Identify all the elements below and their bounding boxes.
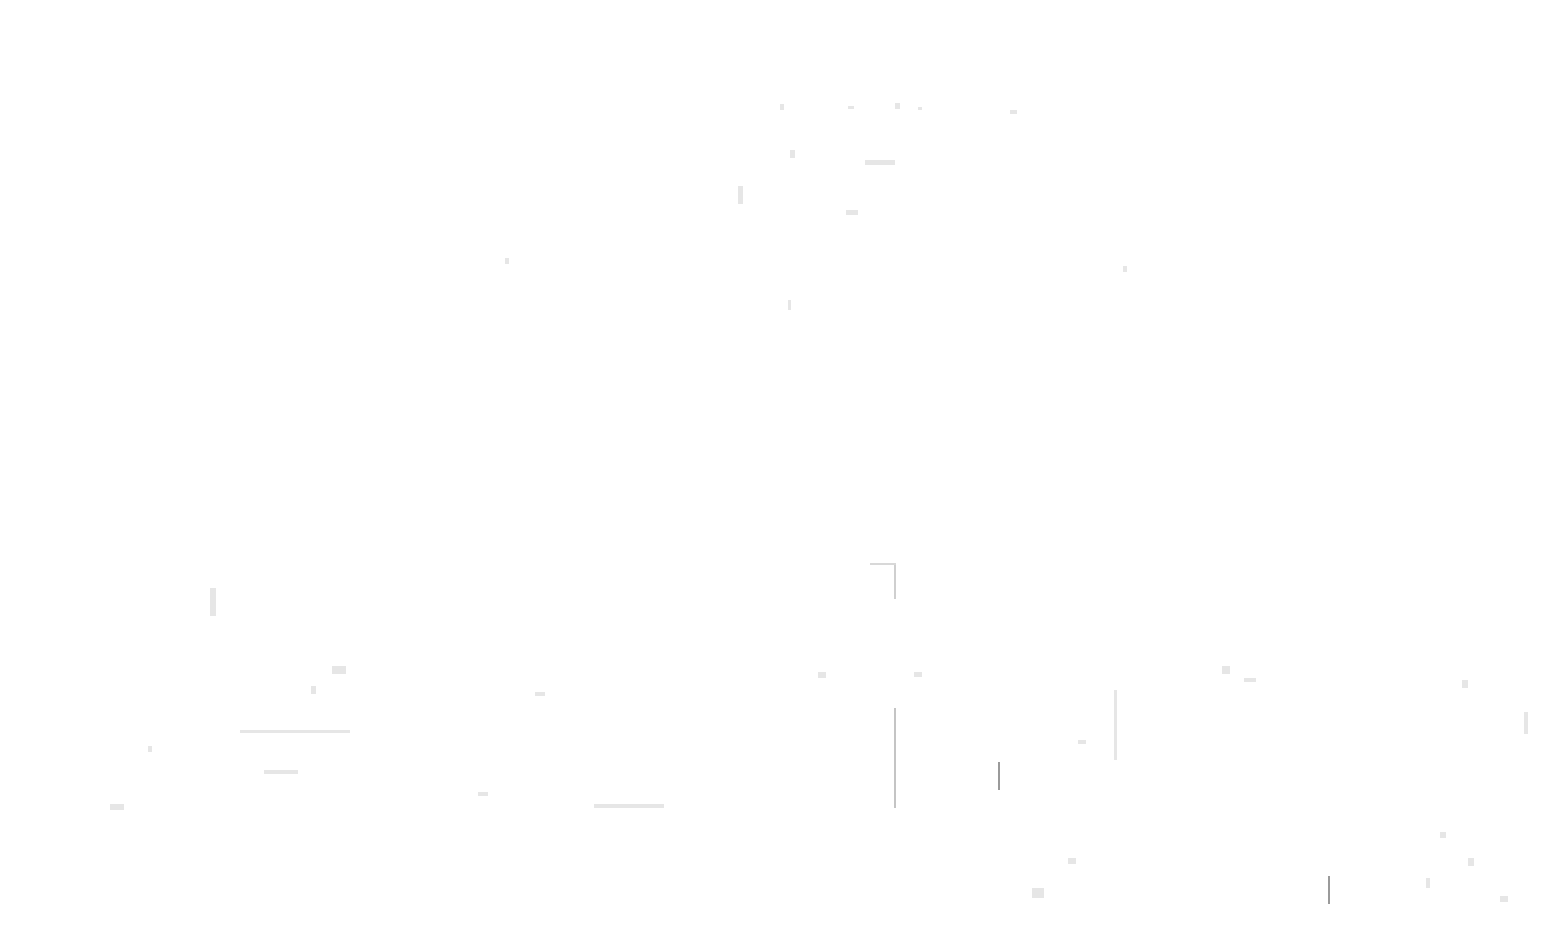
- speckle-artifact: [788, 300, 791, 310]
- speckle-artifact: [865, 160, 895, 165]
- speckle-artifact: [914, 672, 922, 677]
- speckle-artifact: [1078, 740, 1086, 744]
- speckle-artifact: [311, 686, 316, 694]
- speckle-artifact: [1032, 888, 1044, 898]
- speckle-artifact: [848, 106, 854, 109]
- speckle-artifact: [1222, 666, 1230, 674]
- speckle-artifact: [1010, 110, 1017, 114]
- speckle-artifact: [818, 672, 826, 678]
- speckle-artifact: [332, 666, 346, 674]
- speckle-artifact: [780, 104, 784, 110]
- speckle-artifact: [1468, 858, 1474, 866]
- line-artifact: [894, 565, 896, 599]
- speckle-artifact: [505, 258, 509, 264]
- speckle-artifact: [738, 186, 743, 204]
- line-artifact: [998, 762, 1000, 790]
- line-artifact: [894, 708, 896, 808]
- speckle-artifact: [478, 792, 488, 796]
- line-artifact: [1328, 876, 1330, 904]
- speckle-artifact: [264, 770, 298, 774]
- speckle-artifact: [1500, 896, 1508, 902]
- speckle-artifact: [594, 804, 664, 808]
- speckle-artifact: [918, 107, 922, 110]
- speckle-artifact: [110, 804, 124, 810]
- speckle-artifact: [895, 103, 900, 109]
- speckle-artifact: [1123, 266, 1127, 272]
- speckle-artifact: [210, 588, 216, 616]
- speckle-artifact: [240, 730, 350, 733]
- speckle-artifact: [1114, 690, 1117, 760]
- speckle-artifact: [790, 150, 795, 158]
- speckle-artifact: [1440, 832, 1446, 838]
- speckle-artifact: [148, 746, 152, 752]
- speckle-artifact: [1244, 678, 1256, 682]
- speckle-artifact: [1426, 878, 1430, 888]
- speckle-artifact: [1068, 858, 1076, 864]
- line-artifact: [870, 563, 896, 565]
- speckle-artifact: [846, 210, 858, 215]
- speckle-artifact: [535, 692, 545, 696]
- speckle-artifact: [1462, 680, 1468, 688]
- speckle-artifact: [1524, 712, 1528, 734]
